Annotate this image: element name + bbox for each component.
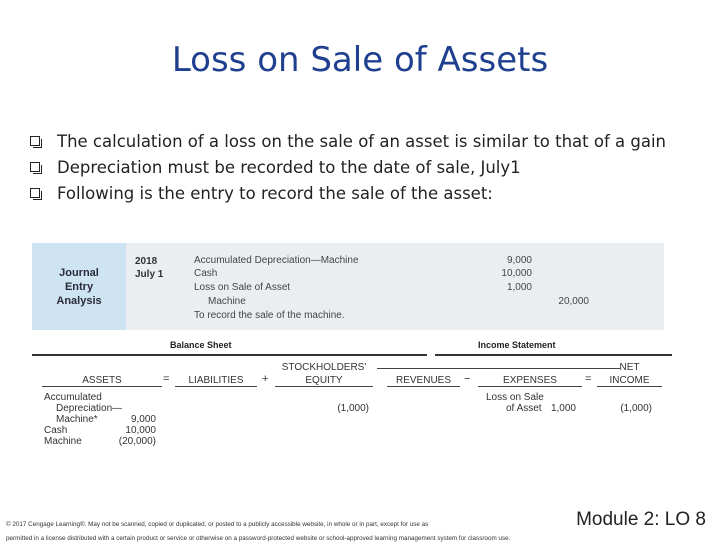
horizontal-analysis: Balance Sheet Income Statement ASSETS = … [32,337,672,452]
module-label: Module 2: LO 8 [576,509,706,530]
journal-debit: 1,000 [506,282,532,293]
checkbox-bullet-icon [30,188,42,200]
bullet-item: Following is the entry to record the sal… [30,180,666,206]
expense-label: of Asset [506,403,542,414]
asset-label: Cash [44,425,68,436]
asset-value: 9,000 [130,414,156,425]
expense-label: Loss on Sale [486,392,544,403]
journal-debit: 9,000 [506,255,532,266]
expenses-heading: EXPENSES [478,375,582,387]
stockholders-heading-1: STOCKHOLDERS' [281,362,367,373]
slide-title: Loss on Sale of Assets [171,40,549,80]
balance-sheet-header: Balance Sheet [170,340,232,350]
journal-account: Machine [208,296,246,307]
journal-memo: To record the sale of the machine. [194,310,345,321]
income-statement-rule [435,354,672,356]
equity-heading: EQUITY [275,375,373,387]
net-heading: NET [619,362,640,373]
asset-value: 10,000 [125,425,156,436]
revenues-heading: REVENUES [387,375,460,387]
bullet-text: Depreciation must be recorded to the dat… [57,157,521,177]
minus-sign: − [464,373,471,385]
equals-sign: = [585,373,592,385]
bullet-item: Depreciation must be recorded to the dat… [30,154,666,180]
journal-debit: 10,000 [501,268,532,279]
journal-credit: 20,000 [558,296,589,307]
checkbox-bullet-icon [30,136,42,148]
journal-account: Cash [194,268,218,279]
bullet-text: Following is the entry to record the sal… [57,183,493,203]
bullet-item: The calculation of a loss on the sale of… [30,128,666,154]
copyright-line-1: © 2017 Cengage Learning®. May not be sca… [6,521,429,528]
equity-income-arrow [377,368,620,369]
bullet-text: The calculation of a loss on the sale of… [57,131,667,151]
asset-value: (20,000) [118,436,156,447]
net-income-value: (1,000) [620,403,652,414]
bullet-list: The calculation of a loss on the sale of… [30,128,666,206]
equals-sign: = [163,373,170,385]
assets-heading: ASSETS [42,375,162,387]
checkbox-bullet-icon [30,162,42,174]
journal-year: 2018 [135,256,158,267]
journal-entry-label: Journal Entry Analysis [32,243,126,330]
income-statement-header: Income Statement [478,340,556,350]
journal-entry-panel: Journal Entry Analysis 2018 July 1 Accum… [32,243,664,330]
liabilities-heading: LIABILITIES [175,375,257,387]
asset-label: Machine* [56,414,98,425]
copyright-footer: © 2017 Cengage Learning®. May not be sca… [6,518,546,546]
journal-account: Accumulated Depreciation—Machine [194,255,359,266]
plus-sign: + [262,373,269,385]
journal-account: Loss on Sale of Asset [194,282,291,293]
equity-value: (1,000) [337,403,369,414]
asset-label: Accumulated [44,392,102,403]
journal-day: July 1 [135,269,164,280]
income-heading: INCOME [597,375,662,387]
asset-label: Depreciation— [56,403,123,414]
asset-label: Machine [44,436,82,447]
copyright-line-2: permitted in a license distributed with … [6,535,511,542]
expense-value: 1,000 [550,403,576,414]
journal-date: 2018 July 1 [135,255,163,281]
balance-sheet-rule [32,354,427,356]
